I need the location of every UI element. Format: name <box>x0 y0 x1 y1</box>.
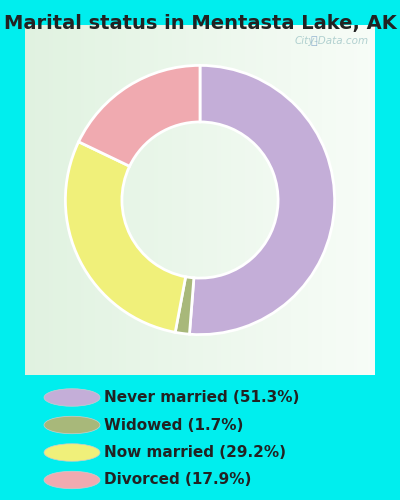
Wedge shape <box>175 276 194 334</box>
Text: Never married (51.3%): Never married (51.3%) <box>104 390 299 405</box>
Text: Now married (29.2%): Now married (29.2%) <box>104 445 286 460</box>
Wedge shape <box>79 66 200 166</box>
Text: Widowed (1.7%): Widowed (1.7%) <box>104 418 243 432</box>
Wedge shape <box>65 142 186 332</box>
Circle shape <box>44 471 100 489</box>
Text: City-Data.com: City-Data.com <box>294 36 368 46</box>
Circle shape <box>44 389 100 406</box>
Text: Divorced (17.9%): Divorced (17.9%) <box>104 472 251 488</box>
Wedge shape <box>190 66 335 334</box>
Text: ⓘ: ⓘ <box>310 36 317 46</box>
Circle shape <box>44 416 100 434</box>
Circle shape <box>44 444 100 461</box>
Text: Marital status in Mentasta Lake, AK: Marital status in Mentasta Lake, AK <box>4 14 396 33</box>
